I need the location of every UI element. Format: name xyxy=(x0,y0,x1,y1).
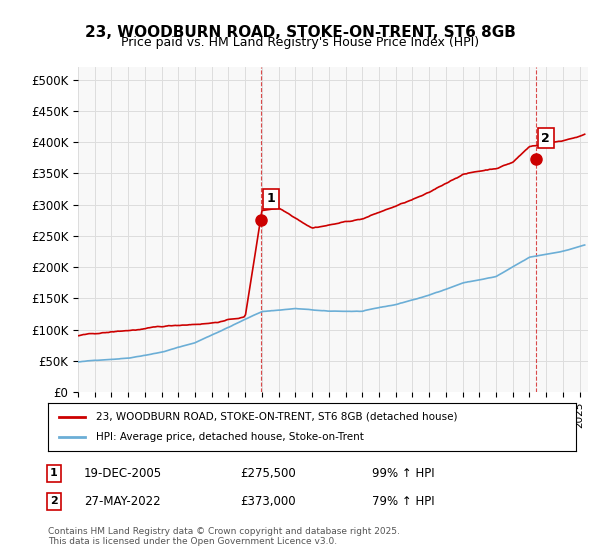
Text: £275,500: £275,500 xyxy=(240,466,296,480)
Text: 79% ↑ HPI: 79% ↑ HPI xyxy=(372,494,434,508)
Text: 19-DEC-2005: 19-DEC-2005 xyxy=(84,466,162,480)
Text: 1: 1 xyxy=(50,468,58,478)
Text: 2: 2 xyxy=(50,496,58,506)
Text: £373,000: £373,000 xyxy=(240,494,296,508)
Text: 23, WOODBURN ROAD, STOKE-ON-TRENT, ST6 8GB (detached house): 23, WOODBURN ROAD, STOKE-ON-TRENT, ST6 8… xyxy=(95,412,457,422)
Text: 27-MAY-2022: 27-MAY-2022 xyxy=(84,494,161,508)
Text: 2: 2 xyxy=(541,132,550,144)
Text: 99% ↑ HPI: 99% ↑ HPI xyxy=(372,466,434,480)
Text: 23, WOODBURN ROAD, STOKE-ON-TRENT, ST6 8GB: 23, WOODBURN ROAD, STOKE-ON-TRENT, ST6 8… xyxy=(85,25,515,40)
Text: 1: 1 xyxy=(266,193,275,206)
Text: HPI: Average price, detached house, Stoke-on-Trent: HPI: Average price, detached house, Stok… xyxy=(95,432,364,442)
Text: Price paid vs. HM Land Registry's House Price Index (HPI): Price paid vs. HM Land Registry's House … xyxy=(121,36,479,49)
Text: Contains HM Land Registry data © Crown copyright and database right 2025.
This d: Contains HM Land Registry data © Crown c… xyxy=(48,526,400,546)
